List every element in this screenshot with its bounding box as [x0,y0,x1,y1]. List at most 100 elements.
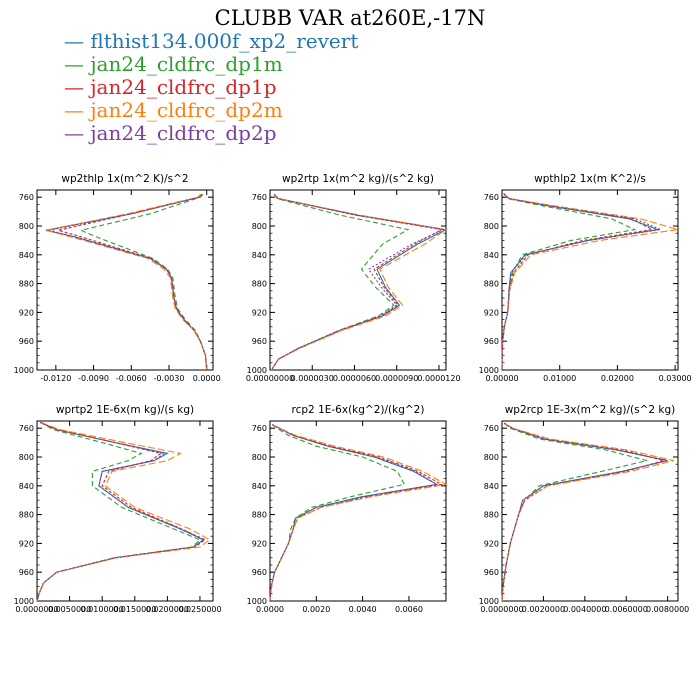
series-line-4 [49,193,208,371]
y-tick-label: 920 [252,539,267,548]
y-tick-label: 920 [484,308,499,317]
plot-frame [269,189,447,371]
series-line-4 [36,421,205,602]
series-line-3 [501,193,679,371]
x-tick-label: 0.0040000 [563,605,606,614]
panel-0: wp2thlp 1x(m^2 K)/s^2 760 800 840 880 920 960 1… [14,173,221,383]
y-tick-label: 880 [484,511,499,520]
legend-entry-1: — jan24_cldfrc_dp1m [64,53,358,76]
y-tick-label: 920 [19,308,34,317]
y-tick-label: 880 [19,511,34,520]
y-tick-label: 760 [19,193,34,202]
legend-line-icon: — [64,98,91,122]
figure-title: CLUBB VAR at260E,-17N [214,6,486,30]
plot-frame [36,189,214,371]
series-line-3 [36,421,211,602]
legend-line-icon: — [64,75,91,99]
y-tick-label: 800 [484,222,499,231]
legend-label: jan24_cldfrc_dp1p [90,75,277,99]
x-tick-label: 0.0080000 [646,605,689,614]
series-line-3 [45,193,208,371]
legend-entry-3: — jan24_cldfrc_dp2m [64,99,358,122]
y-tick-label: 960 [484,568,499,577]
y-tick-label: 760 [484,424,499,433]
x-tick-label: 0.0100000 [81,605,124,614]
x-tick-label: 0.0060 [395,605,423,614]
panel-title: wp2rcp 1E-3x(m^2 kg)/(s^2 kg) [505,404,676,416]
series-line-3 [269,424,448,602]
legend-entry-2: — jan24_cldfrc_dp1p [64,76,358,99]
x-tick-label: -0.0060 [116,374,147,383]
series-line-0 [36,421,205,602]
series-line-3 [501,422,675,602]
legend-entry-0: — flthist134.000f_xp2_revert [64,30,358,53]
y-tick-label: 840 [252,482,267,491]
panel-2: wpthlp2 1x(m K^2)/s 760 800 840 880 920 960 100… [479,173,692,383]
y-tick-label: 840 [19,251,34,260]
x-tick-label: 0.0040 [349,605,377,614]
series-line-4 [501,422,668,602]
y-tick-label: 800 [252,453,267,462]
x-tick-label: 0.0050000 [48,605,91,614]
series-line-4 [501,193,663,371]
plot-frame [501,189,679,371]
x-tick-label: 0.0000120 [417,374,460,383]
y-tick-label: 1000 [14,366,34,375]
y-tick-label: 840 [19,482,34,491]
series-line-0 [45,193,208,371]
legend-label: jan24_cldfrc_dp2p [90,121,277,145]
y-tick-label: 800 [19,453,34,462]
series-line-1 [501,193,637,371]
y-tick-label: 880 [252,511,267,520]
panel-title: wp2rtp 1x(m^2 kg)/(s^2 kg) [282,173,434,185]
series-line-4 [270,193,446,371]
y-tick-label: 880 [484,280,499,289]
series-line-1 [36,421,202,602]
y-tick-label: 1000 [479,366,499,375]
series-line-2 [270,193,444,371]
x-tick-label: 0.0250000 [178,605,221,614]
y-tick-label: 840 [484,251,499,260]
legend-entry-4: — jan24_cldfrc_dp2p [64,122,358,145]
y-tick-label: 1000 [247,366,267,375]
x-tick-label: 0.00000000 [246,374,294,383]
x-tick-label: 0.0000 [193,374,221,383]
plot-frame [36,420,214,602]
x-tick-label: 0.0000060 [333,374,376,383]
x-tick-label: -0.0030 [154,374,185,383]
y-tick-label: 880 [252,280,267,289]
series-line-4 [269,424,439,602]
x-tick-label: -0.0090 [78,374,109,383]
series-line-0 [270,193,448,371]
y-tick-label: 1000 [247,597,267,606]
legend-line-icon: — [64,52,91,76]
x-tick-label: 0.0000090 [375,374,418,383]
y-tick-label: 880 [19,280,34,289]
y-tick-label: 1000 [14,597,34,606]
x-tick-label: -0.0120 [40,374,71,383]
y-tick-label: 920 [484,539,499,548]
y-tick-label: 960 [19,568,34,577]
plot-frame [501,420,679,602]
panel-title: wp2thlp 1x(m^2 K)/s^2 [61,173,188,185]
panel-3: wprtp2 1E-6x(m kg)/(s kg) 760 800 840 880 920… [14,404,222,614]
x-tick-label: 0.0000 [256,605,284,614]
panel-1: wp2rtp 1x(m^2 kg)/(s^2 kg) 760 800 840 880 92… [246,173,461,383]
y-tick-label: 760 [252,424,267,433]
plot-frame [269,420,447,602]
y-tick-label: 800 [252,222,267,231]
legend-label: jan24_cldfrc_dp2m [90,98,283,122]
x-tick-label: 0.0200000 [146,605,189,614]
y-tick-label: 960 [252,337,267,346]
y-tick-label: 760 [484,193,499,202]
y-tick-label: 760 [19,424,34,433]
legend-label: flthist134.000f_xp2_revert [90,29,359,53]
y-tick-label: 760 [252,193,267,202]
y-tick-label: 960 [252,568,267,577]
series-line-1 [269,424,406,602]
legend-line-icon: — [64,121,91,145]
x-tick-label: 0.0020000 [522,605,565,614]
y-tick-label: 800 [19,222,34,231]
x-tick-label: 0.0000000 [480,605,523,614]
